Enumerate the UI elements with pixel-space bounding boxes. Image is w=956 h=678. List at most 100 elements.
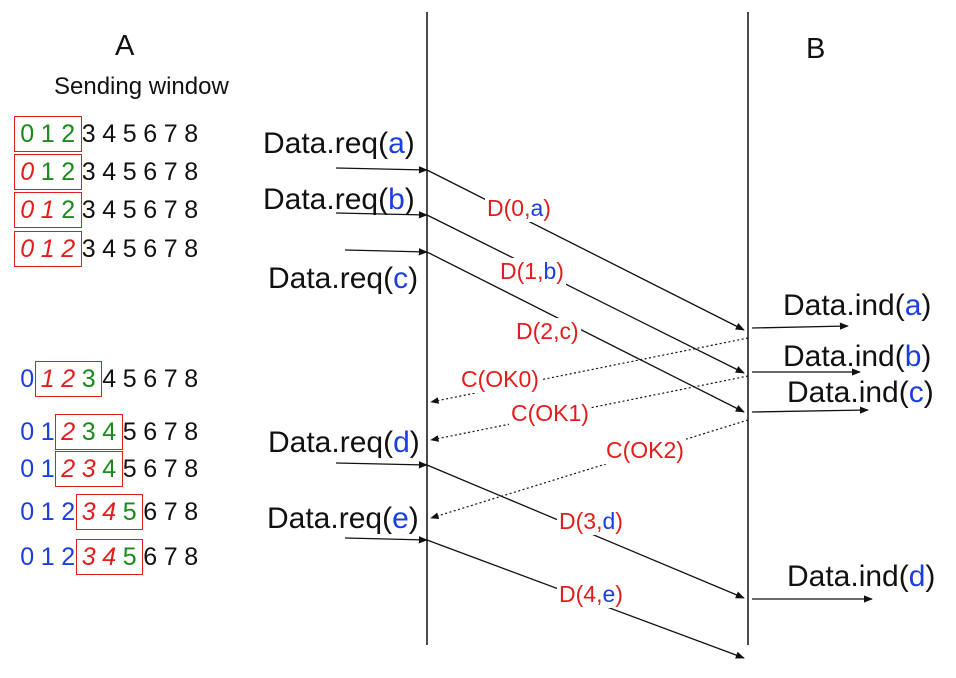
sequence-number: 5 xyxy=(122,497,137,526)
window-box xyxy=(14,116,82,152)
sequence-number: 6 xyxy=(143,119,158,148)
request-label: Data.req(d) xyxy=(268,426,420,459)
sequence-number: 3 xyxy=(81,234,96,263)
sequence-number: 0 xyxy=(20,454,35,483)
sequence-number: 0 xyxy=(20,195,35,224)
indication-label: Data.ind(b) xyxy=(783,340,932,373)
sequence-number: 6 xyxy=(143,195,158,224)
ind-arrow-c xyxy=(751,406,869,414)
req-arrow-a xyxy=(335,166,428,174)
sequence-number: 1 xyxy=(40,195,55,224)
frame-arrow-2 xyxy=(426,251,745,413)
sequence-number: 8 xyxy=(184,195,199,224)
sequence-number: 8 xyxy=(184,234,199,263)
sequence-number: 6 xyxy=(143,542,158,571)
sequence-number: 2 xyxy=(61,234,76,263)
sequence-number: 8 xyxy=(184,497,199,526)
sequence-number: 5 xyxy=(122,417,137,446)
sequence-number: 3 xyxy=(81,542,96,571)
window-box xyxy=(55,414,123,450)
sequence-number: 7 xyxy=(163,157,178,186)
sequence-number: 7 xyxy=(163,417,178,446)
window-box xyxy=(14,192,82,228)
sequence-number: 6 xyxy=(143,364,158,393)
sequence-number: 8 xyxy=(184,417,199,446)
sequence-number: 0 xyxy=(20,119,35,148)
sequence-number: 1 xyxy=(40,454,55,483)
sequence-number: 7 xyxy=(163,497,178,526)
sequence-number: 4 xyxy=(102,454,117,483)
req-arrow-b xyxy=(335,211,428,219)
sequence-number: 8 xyxy=(184,542,199,571)
sequence-number: 1 xyxy=(40,157,55,186)
data-frame-label: D(3,d) xyxy=(557,508,625,535)
sequence-number: 4 xyxy=(102,497,117,526)
sequence-number: 3 xyxy=(81,497,96,526)
data-frame-label: D(0,a) xyxy=(485,195,553,222)
window-box xyxy=(14,154,82,190)
sequence-number: 6 xyxy=(143,234,158,263)
sequence-number: 1 xyxy=(40,542,55,571)
sequence-number: 2 xyxy=(61,417,76,446)
window-box xyxy=(75,539,143,575)
req-arrow-e xyxy=(344,536,428,544)
sequence-number: 0 xyxy=(20,542,35,571)
sequence-number: 7 xyxy=(163,234,178,263)
sequence-number: 0 xyxy=(20,497,35,526)
indication-label: Data.ind(a) xyxy=(783,289,932,322)
window-box xyxy=(34,361,102,397)
node-b-label: B xyxy=(806,33,826,65)
sequence-number: 3 xyxy=(81,364,96,393)
sequence-number: 7 xyxy=(163,454,178,483)
sequence-number: 4 xyxy=(102,195,117,224)
sequence-number: 7 xyxy=(163,542,178,571)
sequence-number: 1 xyxy=(40,234,55,263)
sequence-number: 3 xyxy=(81,157,96,186)
ack-label: C(OK0) xyxy=(459,366,541,393)
sequence-number: 5 xyxy=(122,454,137,483)
sequence-number: 0 xyxy=(20,417,35,446)
sequence-number: 2 xyxy=(61,157,76,186)
data-frame-label: D(4,e) xyxy=(557,581,625,608)
indication-label: Data.ind(c) xyxy=(787,376,934,409)
sequence-number: 0 xyxy=(20,364,35,393)
data-frame-label: D(1,b) xyxy=(498,258,566,285)
frame-arrow-1 xyxy=(426,214,745,374)
node-a-label: A xyxy=(115,30,135,62)
sequence-number: 0 xyxy=(20,157,35,186)
sequence-number: 4 xyxy=(102,234,117,263)
sequence-number: 6 xyxy=(143,157,158,186)
sequence-number: 2 xyxy=(61,119,76,148)
sequence-number: 7 xyxy=(163,119,178,148)
sending-window-label: Sending window xyxy=(54,73,229,100)
sequence-number: 3 xyxy=(81,119,96,148)
sequence-number: 7 xyxy=(163,364,178,393)
sequence-number: 2 xyxy=(61,497,76,526)
sequence-number: 3 xyxy=(81,195,96,224)
sequence-number: 2 xyxy=(61,364,76,393)
request-label: Data.req(b) xyxy=(263,183,415,216)
sequence-number: 2 xyxy=(61,542,76,571)
indication-label: Data.ind(d) xyxy=(787,560,936,593)
window-box xyxy=(75,494,143,530)
sequence-number: 6 xyxy=(143,454,158,483)
window-box xyxy=(55,451,123,487)
sequence-number: 5 xyxy=(122,195,137,224)
sequence-number: 6 xyxy=(143,417,158,446)
sequence-number: 5 xyxy=(122,364,137,393)
sequence-number: 8 xyxy=(184,119,199,148)
window-box xyxy=(14,231,82,267)
sequence-number: 8 xyxy=(184,157,199,186)
sequence-number: 5 xyxy=(122,542,137,571)
sequence-number: 4 xyxy=(102,417,117,446)
sequence-number: 0 xyxy=(20,234,35,263)
